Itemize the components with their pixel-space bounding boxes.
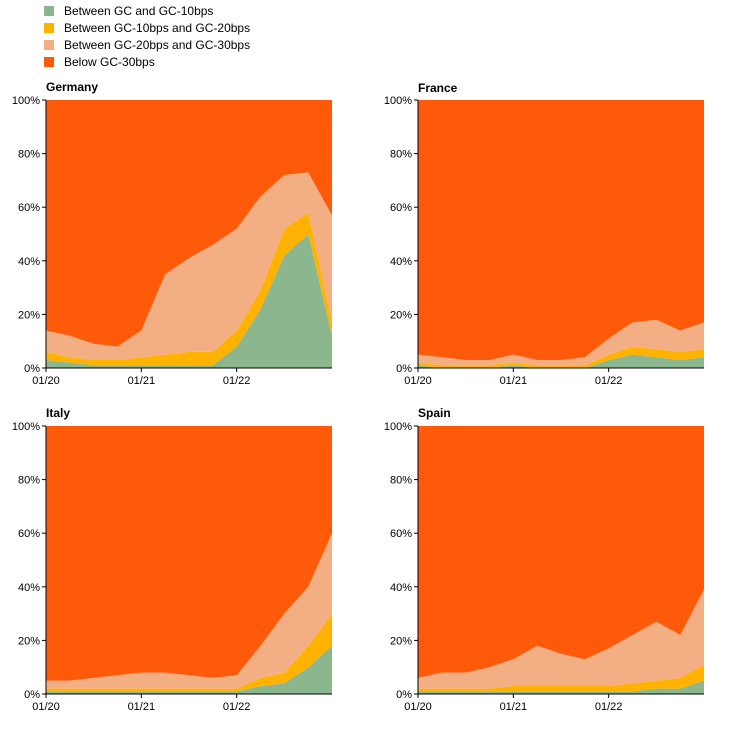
y-tick-label: 60% bbox=[18, 202, 40, 214]
area-series-2 bbox=[418, 319, 704, 366]
y-tick-label: 20% bbox=[18, 309, 40, 321]
x-tick-label: 01/20 bbox=[404, 701, 432, 713]
y-tick-label: 40% bbox=[18, 256, 40, 268]
y-tick-label: 80% bbox=[390, 149, 412, 161]
x-tick-label: 01/22 bbox=[223, 701, 251, 713]
legend-swatch-yellow bbox=[44, 22, 54, 33]
legend-label: Between GC-10bps and GC-20bps bbox=[64, 20, 251, 35]
chart-panel-spain: Spain 0% 20% 40% 60% 80% 100% 01/20 01/21 01/22 bbox=[372, 404, 744, 724]
x-tick-label: 01/22 bbox=[223, 375, 251, 387]
y-tick-label: 40% bbox=[390, 256, 412, 268]
x-tick-label: 01/21 bbox=[500, 701, 528, 713]
chart-panel-italy: Italy 0% 20% 40% 60% 80% 100% 01/20 01/21 01/22 bbox=[0, 404, 372, 724]
y-tick-label: 60% bbox=[18, 528, 40, 540]
x-tick-label: 01/22 bbox=[595, 701, 623, 713]
y-tick-label: 100% bbox=[12, 421, 40, 433]
y-tick-label: 0% bbox=[24, 363, 40, 375]
x-tick-label: 01/21 bbox=[500, 375, 528, 387]
area-series-3 bbox=[46, 426, 332, 681]
y-tick-label: 60% bbox=[390, 202, 412, 214]
y-tick-label: 100% bbox=[384, 95, 412, 107]
x-tick-label: 01/21 bbox=[128, 375, 156, 387]
x-tick-label: 01/21 bbox=[128, 701, 156, 713]
area-series-2 bbox=[46, 172, 332, 360]
legend-item: Between GC-10bps and GC-20bps bbox=[44, 19, 250, 36]
y-tick-label: 100% bbox=[12, 95, 40, 107]
legend-swatch-green bbox=[44, 5, 54, 16]
area-series-0 bbox=[418, 680, 704, 694]
y-tick-label: 80% bbox=[390, 475, 412, 487]
legend-item: Between GC-20bps and GC-30bps bbox=[44, 36, 250, 53]
x-tick-label: 01/20 bbox=[32, 375, 60, 387]
chart-title: Italy bbox=[46, 406, 71, 420]
area-series-3 bbox=[418, 100, 704, 360]
y-tick-label: 0% bbox=[396, 689, 412, 701]
chart-germany: 0% 20% 40% 60% 80% 100% 01/20 01/21 01/22 bbox=[12, 95, 332, 387]
y-tick-label: 60% bbox=[390, 528, 412, 540]
chart-panel-germany: Germany 0% 20% 40% 60% 80% 100% 01/20 01/21 01/2… bbox=[0, 78, 372, 398]
legend-label: Between GC and GC-10bps bbox=[64, 3, 214, 18]
chart-panel-france: France 0% 20% 40% 60% 80% 100% 01/20 01/21 01/22 bbox=[372, 78, 744, 398]
legend-swatch-orange bbox=[44, 56, 54, 67]
area-series-0 bbox=[46, 645, 332, 694]
chart-spain: 0% 20% 40% 60% 80% 100% 01/20 01/21 01/22 bbox=[384, 421, 704, 713]
legend-item: Below GC-30bps bbox=[44, 53, 250, 70]
y-tick-label: 0% bbox=[396, 363, 412, 375]
area-series-3 bbox=[418, 426, 704, 678]
x-tick-label: 01/20 bbox=[404, 375, 432, 387]
area-series-1 bbox=[418, 664, 704, 692]
legend-swatch-peach bbox=[44, 39, 54, 50]
y-tick-label: 0% bbox=[24, 689, 40, 701]
y-tick-label: 80% bbox=[18, 149, 40, 161]
x-tick-label: 01/22 bbox=[595, 375, 623, 387]
chart-italy: 0% 20% 40% 60% 80% 100% 01/20 01/21 01/22 bbox=[12, 421, 332, 713]
y-tick-label: 40% bbox=[18, 582, 40, 594]
x-tick-label: 01/20 bbox=[32, 701, 60, 713]
area-series-3 bbox=[46, 100, 332, 347]
area-series-0 bbox=[418, 354, 704, 368]
y-tick-label: 20% bbox=[18, 635, 40, 647]
y-tick-label: 20% bbox=[390, 635, 412, 647]
y-tick-label: 20% bbox=[390, 309, 412, 321]
area-series-2 bbox=[46, 533, 332, 689]
area-series-0 bbox=[46, 234, 332, 368]
chart-title: Spain bbox=[418, 406, 451, 420]
area-series-2 bbox=[418, 589, 704, 689]
legend: Between GC and GC-10bps Between GC-10bps… bbox=[44, 2, 250, 70]
area-series-1 bbox=[46, 212, 332, 366]
y-tick-label: 80% bbox=[18, 475, 40, 487]
legend-item: Between GC and GC-10bps bbox=[44, 2, 250, 19]
area-series-1 bbox=[418, 346, 704, 368]
chart-title: France bbox=[418, 81, 458, 95]
legend-label: Between GC-20bps and GC-30bps bbox=[64, 37, 251, 52]
y-tick-label: 40% bbox=[390, 582, 412, 594]
legend-label: Below GC-30bps bbox=[64, 54, 155, 69]
y-tick-label: 100% bbox=[384, 421, 412, 433]
chart-france: 0% 20% 40% 60% 80% 100% 01/20 01/21 01/22 bbox=[384, 95, 704, 387]
chart-title: Germany bbox=[46, 80, 99, 94]
